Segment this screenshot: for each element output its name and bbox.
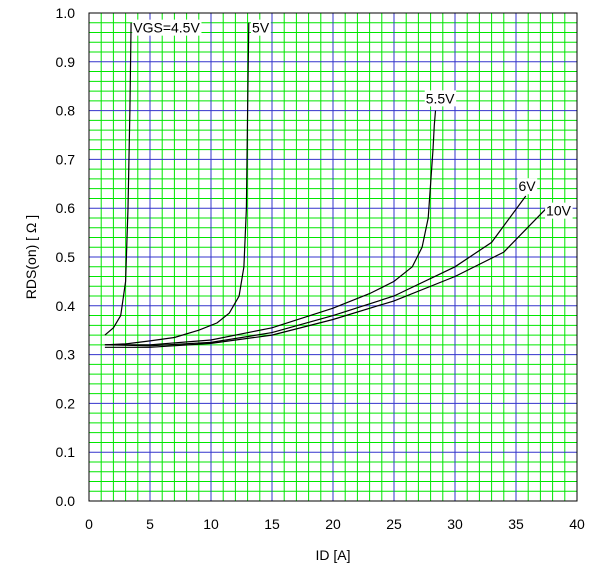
y-tick-label: 0.6 (56, 200, 76, 216)
x-tick-label: 35 (508, 516, 524, 532)
x-tick-label: 20 (325, 516, 341, 532)
curve-label: 5V (252, 20, 270, 36)
curve-label: VGS=4.5V (133, 20, 200, 36)
series-line (104, 110, 437, 346)
y-tick-label: 0.0 (56, 493, 76, 509)
curve-label-background (132, 19, 202, 36)
x-axis-label: ID [A] (315, 547, 350, 563)
series-line (104, 195, 527, 347)
y-tick-label: 0.7 (56, 151, 76, 167)
curve-label-background (545, 202, 573, 219)
curve-label: 5.5V (426, 90, 455, 106)
curve-labels: VGS=4.5V 5V 5.5V 6V 10V (132, 19, 573, 219)
plot-frame (88, 12, 578, 502)
x-tick-label: 0 (85, 516, 93, 532)
y-tick-label: 0.5 (56, 249, 76, 265)
x-tick-label: 30 (447, 516, 463, 532)
x-tick-label: 25 (386, 516, 402, 532)
x-tick-label: 40 (569, 516, 585, 532)
curve-label-background (517, 178, 538, 195)
y-axis-label: RDS(on) [ Ω ] (23, 215, 39, 299)
y-tick-label: 0.9 (56, 54, 76, 70)
x-tick-label: 5 (146, 516, 154, 532)
curve-label-background (424, 90, 457, 107)
y-tick-label: 0.3 (56, 347, 76, 363)
curve-label: 10V (546, 203, 572, 219)
curve-label-background (251, 19, 271, 36)
series-layer (104, 22, 547, 348)
x-tick-label: 10 (203, 516, 219, 532)
series-line (104, 22, 132, 336)
y-tick-label: 1.0 (56, 5, 76, 21)
series-line (104, 22, 250, 346)
y-tick-label: 0.2 (56, 395, 76, 411)
curve-label: 6V (518, 178, 536, 194)
x-tick-labels: 0 5 10 15 20 25 30 35 40 (85, 516, 585, 532)
x-tick-label: 15 (264, 516, 280, 532)
y-tick-label: 0.8 (56, 103, 76, 119)
y-tick-label: 0.4 (56, 298, 76, 314)
series-line (104, 207, 547, 348)
y-tick-labels: 0.0 0.1 0.2 0.3 0.4 0.5 0.6 0.7 0.8 0.9 1.0 (56, 5, 76, 509)
y-tick-label: 0.1 (56, 444, 76, 460)
